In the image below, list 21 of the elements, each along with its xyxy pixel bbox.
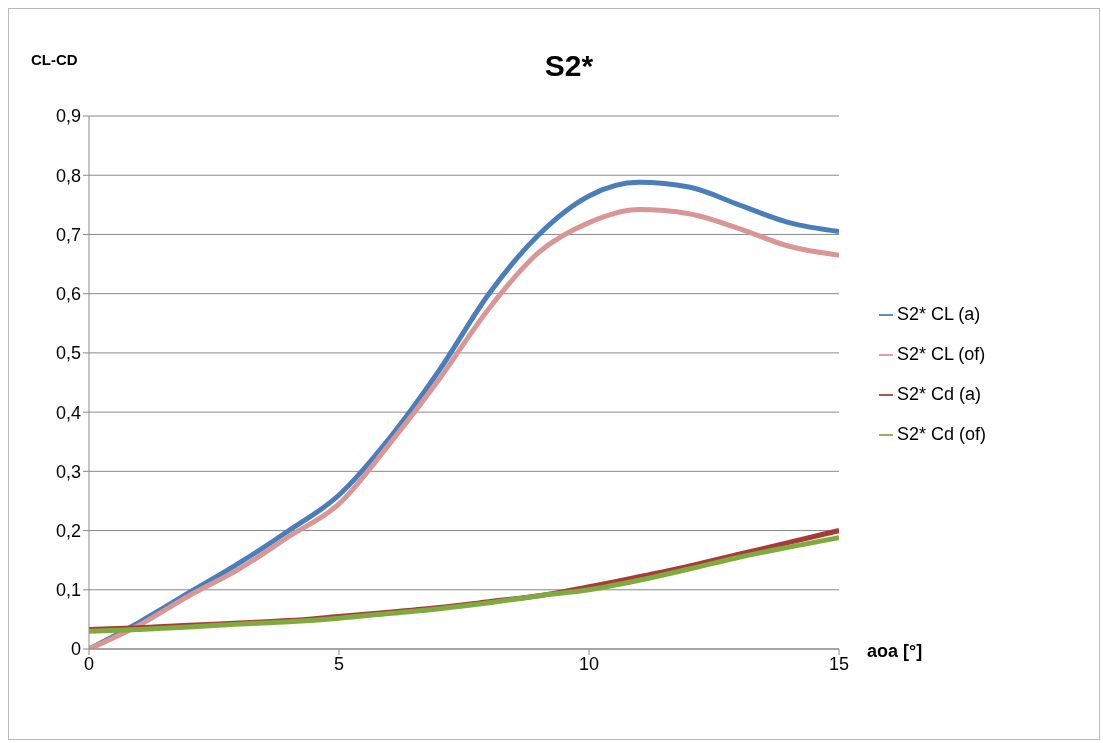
chart-title: S2* <box>544 49 594 82</box>
y-tick-label: 0,6 <box>55 284 81 305</box>
x-tick-label: 10 <box>578 653 600 674</box>
y-tick-label: 0,5 <box>55 343 81 364</box>
y-tick-label: 0,2 <box>55 520 81 541</box>
x-axis-title: aoa [°] <box>867 641 923 662</box>
y-axis-title: CL-CD <box>31 51 78 68</box>
y-tick-label: 0,8 <box>55 165 81 186</box>
legend-label: S2* Cd (a) <box>897 384 982 404</box>
legend-label: S2* CL (a) <box>897 304 981 324</box>
x-tick-label: 5 <box>333 653 345 674</box>
y-tick-label: 0,9 <box>55 106 81 127</box>
y-tick-label: 0,1 <box>55 580 81 601</box>
x-tick-label: 0 <box>83 653 95 674</box>
y-tick-label: 0,3 <box>55 461 81 482</box>
y-tick-label: 0 <box>70 639 81 660</box>
y-tick-label: 0,7 <box>55 224 81 245</box>
legend-label: S2* Cd (of) <box>897 424 987 444</box>
legend-label: S2* CL (of) <box>897 344 986 364</box>
y-tick-label: 0,4 <box>55 402 81 423</box>
x-tick-label: 15 <box>828 653 850 674</box>
